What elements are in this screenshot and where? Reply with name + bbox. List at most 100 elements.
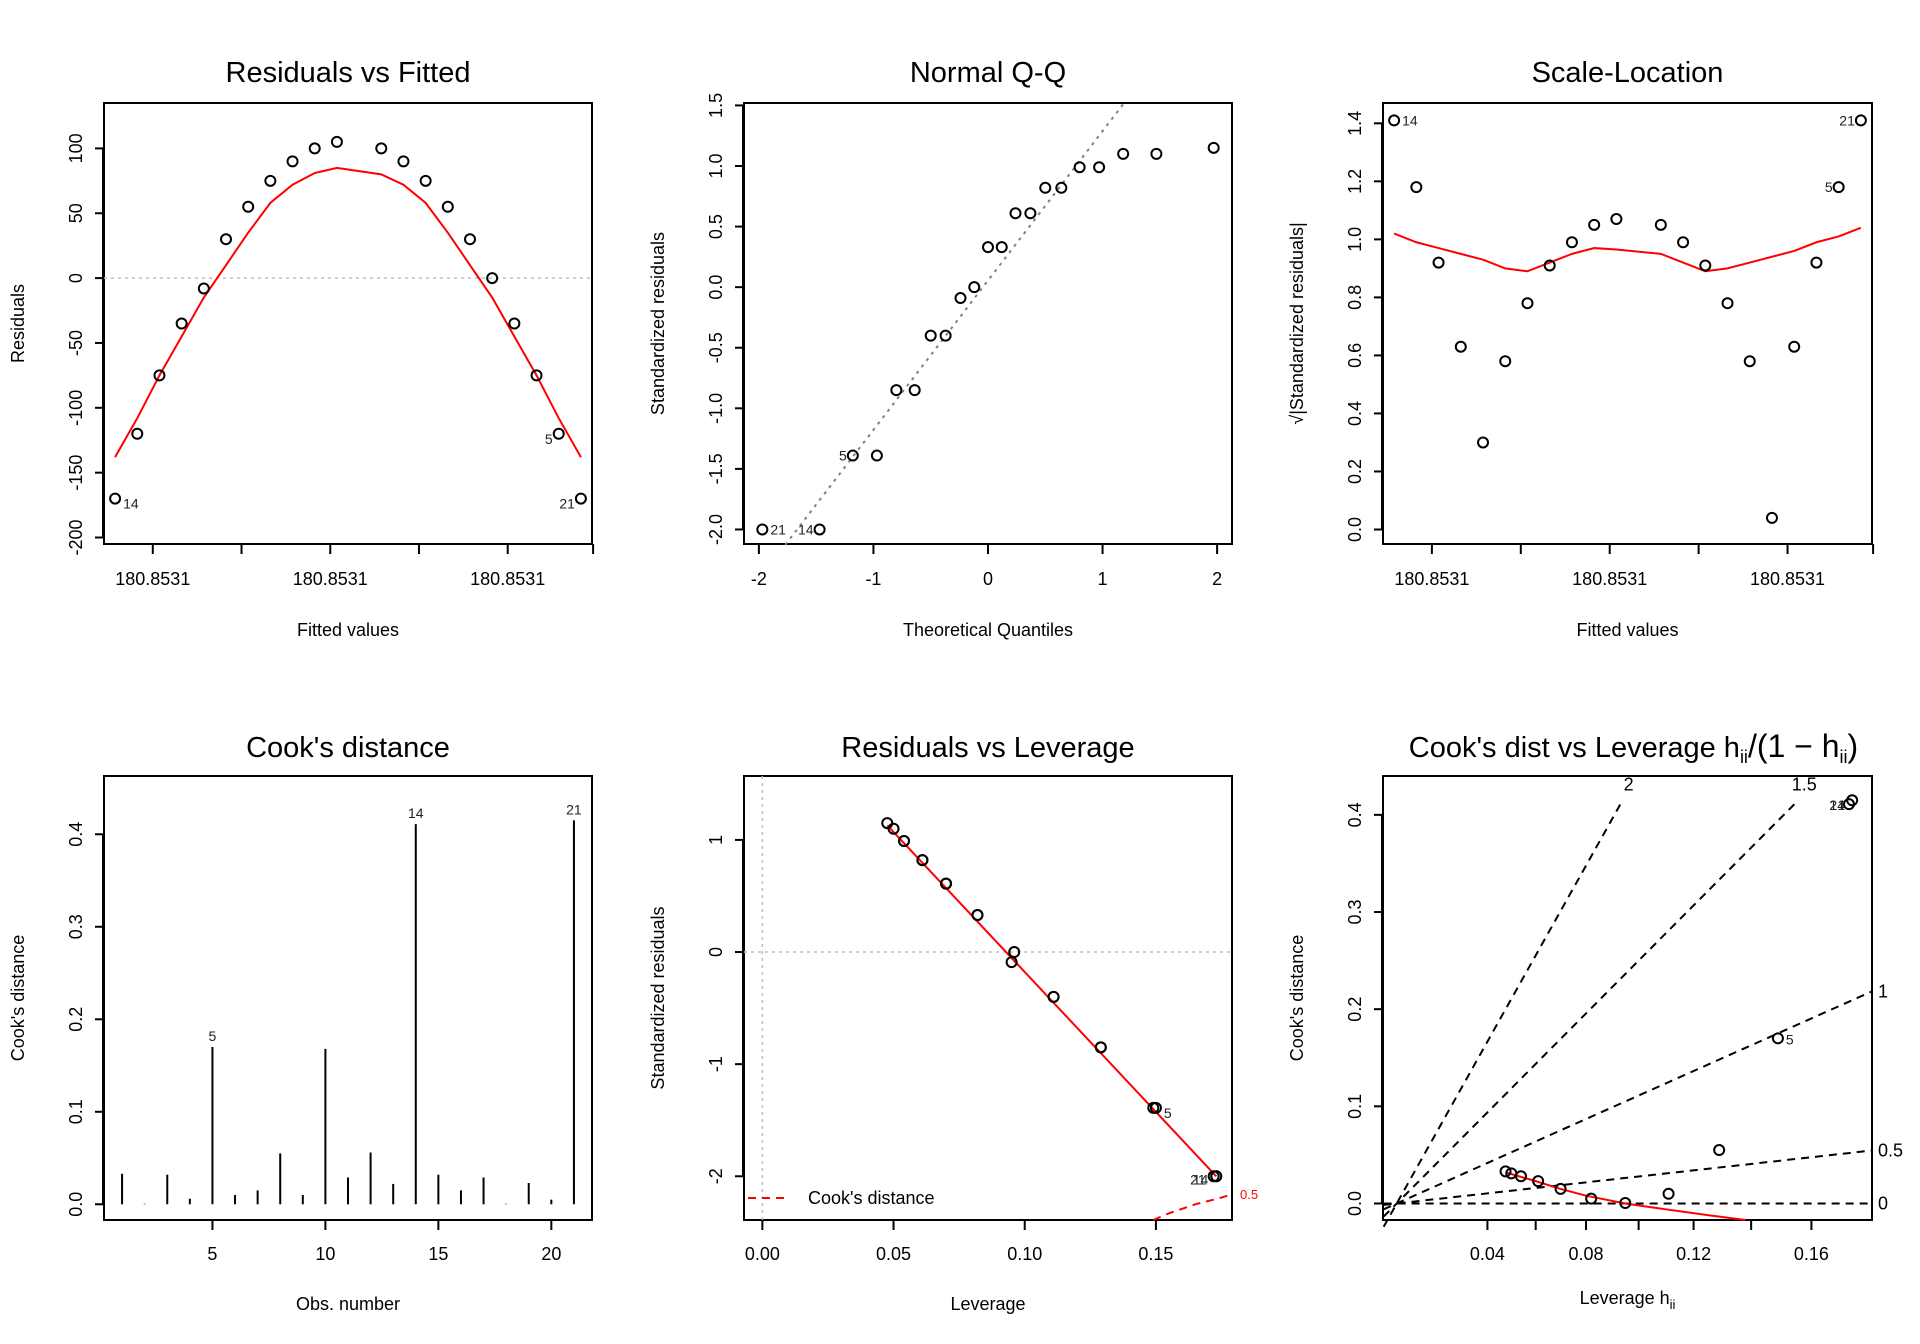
- data-point: [153, 369, 166, 382]
- qq-reference-line: [784, 102, 1126, 546]
- data-point: [131, 427, 144, 440]
- point-label: 5: [1164, 1105, 1172, 1121]
- data-point: [1210, 1170, 1223, 1183]
- chart-normal-qq: Normal Q-Q -2.0 -1.5 -1.0 -0.5 0.0 0.5 1.0 1.5 -2…: [648, 57, 1233, 640]
- data-point: [1677, 236, 1690, 249]
- chart-residuals-vs-leverage: Residuals vs Leverage -2 -1 0 1 0.00 0.05 0.10 0…: [648, 732, 1258, 1314]
- y-axis-label: √|Standardized residuals|: [1287, 222, 1307, 424]
- cooks-contour-line: [1382, 799, 1624, 1228]
- chart-title: Normal Q-Q: [910, 57, 1066, 89]
- data-point: [1207, 141, 1220, 154]
- data-point: [1521, 297, 1534, 310]
- y-tick-label: -150: [66, 455, 86, 491]
- cooks-contour-line: [1383, 990, 1873, 1211]
- x-tick-label: 0.08: [1569, 1244, 1604, 1264]
- y-tick-label: 0.2: [1345, 997, 1365, 1022]
- data-point: [1024, 207, 1037, 220]
- data-point: [995, 241, 1008, 254]
- xlabel-subscript: ii: [1670, 1297, 1676, 1312]
- title-math: /(1 − h: [1748, 728, 1840, 764]
- x-tick-label: 180.8531: [115, 569, 190, 589]
- cooks-contour-line: [1382, 799, 1799, 1218]
- x-tick-label: 10: [315, 1244, 335, 1264]
- data-point: [1150, 147, 1163, 160]
- contour-label: 0.5: [1240, 1187, 1258, 1202]
- data-point: [1149, 1101, 1162, 1114]
- x-tick-label: 180.8531: [293, 569, 368, 589]
- x-tick-label: 180.8531: [1750, 569, 1825, 589]
- y-tick-label: 0: [66, 273, 86, 283]
- data-point: [1477, 436, 1490, 449]
- y-tick-label: 1: [706, 835, 726, 845]
- data-point: [870, 449, 883, 462]
- y-tick-label: 1.0: [1345, 227, 1365, 252]
- y-tick-label: -1.0: [706, 393, 726, 424]
- x-tick-label: 20: [541, 1244, 561, 1264]
- x-tick-label: 180.8531: [1572, 569, 1647, 589]
- y-tick-label: 0.1: [66, 1099, 86, 1124]
- y-tick-label: 0.4: [66, 822, 86, 847]
- data-point: [939, 329, 952, 342]
- y-tick-label: 0.8: [1345, 285, 1365, 310]
- data-point: [1765, 511, 1778, 524]
- data-point: [1662, 1187, 1675, 1200]
- legend-label: Cook's distance: [808, 1188, 935, 1208]
- data-point: [898, 835, 911, 848]
- plot-frame: [103, 775, 593, 1221]
- point-label: 14: [1829, 797, 1845, 813]
- point-label: 5: [839, 448, 847, 464]
- data-point: [756, 523, 769, 536]
- data-point: [419, 174, 432, 187]
- chart-title: Residuals vs Fitted: [226, 57, 471, 89]
- y-tick-label: 0.2: [66, 1007, 86, 1032]
- y-tick-label: -2: [706, 1168, 726, 1184]
- data-point: [375, 142, 388, 155]
- x-tick-label: 0.16: [1794, 1244, 1829, 1264]
- data-point: [109, 492, 122, 505]
- chart-title: Cook's distance: [246, 732, 450, 764]
- y-tick-label: 0.4: [1345, 802, 1365, 827]
- data-point: [1093, 161, 1106, 174]
- data-point: [1654, 218, 1667, 231]
- y-tick-label: 0.5: [706, 214, 726, 239]
- data-point: [1499, 1165, 1512, 1178]
- data-point: [1554, 1182, 1567, 1195]
- data-point: [530, 369, 543, 382]
- data-point: [971, 909, 984, 922]
- x-tick-label: 1: [1098, 569, 1108, 589]
- title-math: ): [1848, 728, 1859, 764]
- data-point: [1619, 1196, 1632, 1209]
- x-tick-label: 5: [207, 1244, 217, 1264]
- data-point: [916, 854, 929, 867]
- y-axis-label: Cook's distance: [8, 935, 28, 1062]
- point-label: 14: [123, 496, 139, 512]
- point-label: 5: [545, 431, 553, 447]
- data-point: [1388, 114, 1401, 127]
- contour-label: 2: [1624, 774, 1634, 794]
- chart-scale-location: Scale-Location 0.0 0.2 0.4 0.6 0.8 1.0 1.2 1.4 18…: [1287, 57, 1875, 640]
- point-label: 5: [1825, 179, 1833, 195]
- y-tick-label: 1.0: [706, 153, 726, 178]
- x-axis-label: Leverage: [950, 1294, 1025, 1314]
- data-point: [330, 135, 343, 148]
- data-point: [1008, 946, 1021, 959]
- point-label: 5: [1786, 1031, 1794, 1047]
- cooks-contour-line: [1383, 1149, 1873, 1206]
- data-point: [1565, 236, 1578, 249]
- data-point: [1410, 181, 1423, 194]
- point-label: 14: [1193, 1172, 1209, 1188]
- point-label: 14: [798, 521, 814, 537]
- contour-label: 0: [1878, 1193, 1888, 1213]
- y-tick-label: 0.2: [1345, 459, 1365, 484]
- x-tick-label: 15: [428, 1244, 448, 1264]
- cooks-contour-line: [1152, 1193, 1233, 1221]
- x-tick-label: 0.15: [1138, 1244, 1173, 1264]
- data-point: [220, 233, 232, 246]
- x-tick-label: -1: [865, 569, 881, 589]
- y-tick-label: -1: [706, 1056, 726, 1072]
- chart-title: Cook's dist vs Leverage hii/(1 − hii): [1409, 728, 1858, 767]
- y-tick-label: -0.5: [706, 332, 726, 363]
- x-tick-label: -2: [751, 569, 767, 589]
- x-tick-label: 0.04: [1470, 1244, 1505, 1264]
